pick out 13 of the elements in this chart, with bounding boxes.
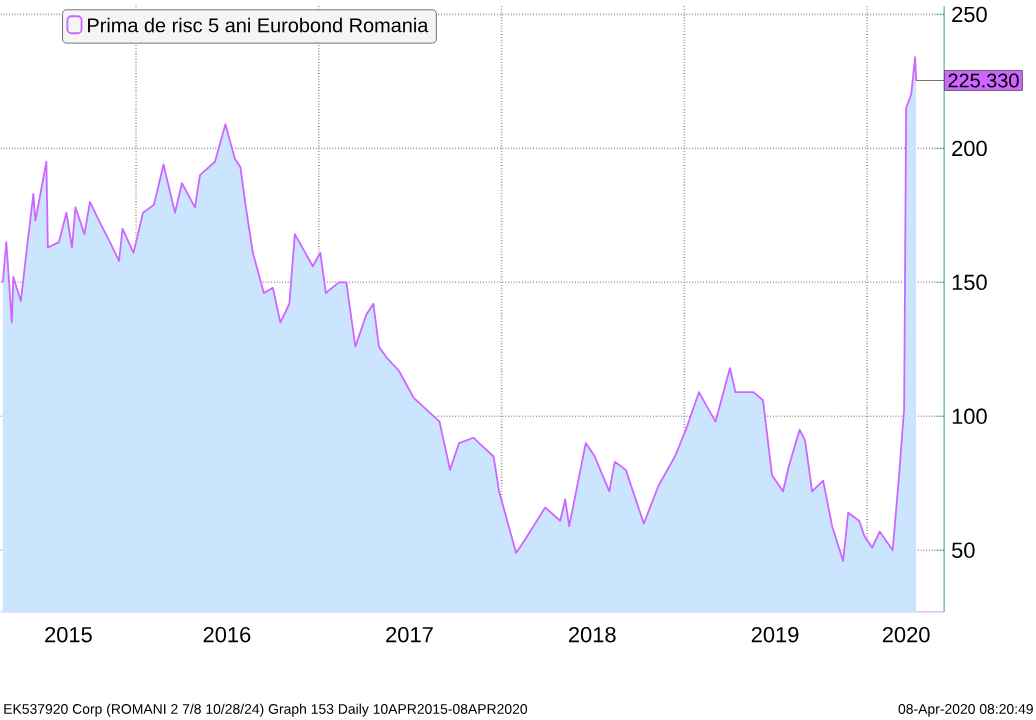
x-tick-label: 2016: [203, 627, 251, 643]
legend-label: Prima de risc 5 ani Eurobond Romania: [88, 18, 429, 33]
y-tick-label: 100: [952, 409, 987, 425]
x-tick-label: 2015: [45, 627, 92, 643]
y-tick-label: 150: [952, 275, 987, 291]
y-tick-label: 250: [952, 7, 987, 23]
y-tick-label: 50: [952, 543, 975, 559]
y-tick-label: 200: [952, 141, 987, 157]
annotation: 225.330: [948, 73, 1019, 88]
x-tick-label: 2017: [386, 627, 433, 643]
x-tick-label: 2019: [751, 627, 799, 643]
x-tick-label: 2020: [882, 627, 930, 643]
x-tick-label: 2018: [568, 627, 616, 643]
